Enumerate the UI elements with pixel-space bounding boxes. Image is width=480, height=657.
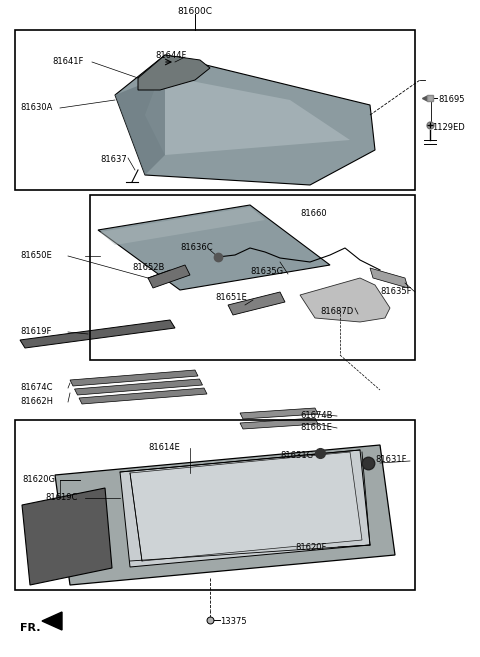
Text: 81600C: 81600C	[178, 7, 213, 16]
Polygon shape	[240, 408, 318, 419]
Bar	[90, 195, 415, 360]
Text: 81650E: 81650E	[20, 250, 52, 260]
Text: 81652B: 81652B	[132, 263, 164, 273]
Text: 81662H: 81662H	[20, 397, 53, 407]
Text: 61674B: 61674B	[300, 411, 333, 420]
Polygon shape	[55, 445, 395, 585]
Text: 81614E: 81614E	[148, 443, 180, 453]
Text: 1129ED: 1129ED	[432, 124, 465, 133]
Text: 81674C: 81674C	[20, 384, 52, 392]
Polygon shape	[22, 488, 112, 585]
Text: FR.: FR.	[20, 623, 40, 633]
Text: 81635G: 81635G	[250, 267, 283, 277]
Text: 13375: 13375	[220, 618, 247, 627]
Polygon shape	[145, 75, 350, 155]
Polygon shape	[115, 75, 165, 175]
Text: 81641F: 81641F	[52, 58, 84, 66]
Text: 81619F: 81619F	[20, 327, 51, 336]
Polygon shape	[115, 55, 375, 185]
Bar	[15, 30, 415, 190]
Text: 81619C: 81619C	[45, 493, 77, 503]
Polygon shape	[300, 278, 390, 322]
Polygon shape	[70, 370, 198, 386]
Polygon shape	[98, 205, 330, 290]
Text: 81635F: 81635F	[380, 288, 411, 296]
Text: 81631F: 81631F	[375, 455, 407, 464]
Polygon shape	[240, 418, 318, 429]
Text: 81687D: 81687D	[320, 307, 353, 317]
Text: 81630A: 81630A	[20, 104, 52, 112]
Text: 81644F: 81644F	[155, 51, 186, 60]
Text: 81661E: 81661E	[300, 424, 332, 432]
Text: 81651E: 81651E	[215, 294, 247, 302]
Text: 81636C: 81636C	[180, 244, 213, 252]
Polygon shape	[74, 379, 203, 395]
Text: 81637: 81637	[100, 156, 127, 164]
Polygon shape	[79, 388, 207, 404]
Polygon shape	[228, 292, 285, 315]
Text: 81620F: 81620F	[295, 543, 326, 551]
Bar	[15, 420, 415, 590]
Text: 81631G: 81631G	[280, 451, 313, 459]
Polygon shape	[148, 265, 190, 288]
Polygon shape	[370, 268, 408, 288]
Polygon shape	[120, 450, 370, 567]
Polygon shape	[130, 452, 362, 561]
Polygon shape	[138, 55, 210, 90]
Text: 81620G: 81620G	[22, 476, 55, 484]
Polygon shape	[42, 612, 62, 630]
Polygon shape	[20, 320, 175, 348]
Polygon shape	[100, 207, 265, 245]
Text: 81695: 81695	[438, 95, 465, 104]
Text: 81660: 81660	[300, 208, 326, 217]
